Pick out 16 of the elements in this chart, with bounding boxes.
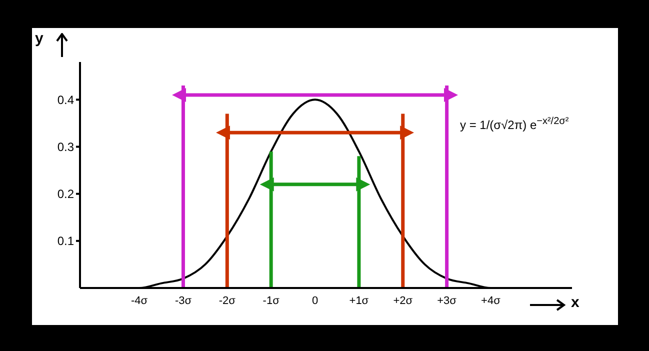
x-tick-label: +2σ [393,294,413,307]
annotation: y = 1/(σ√2π) e$^{−x²/2σ²}$ [460,116,569,132]
x-tick-label: -2σ [218,294,236,307]
y-tick-label: 0.3 [57,140,74,154]
y-tick-label: 0.1 [57,234,74,248]
x-tick-label: -1σ [262,294,280,307]
x-tick-label: 0 [312,294,318,307]
x-axis-title: x [571,294,580,311]
y-axis-title: y [35,30,44,47]
x-tick-label: -4σ [131,294,148,307]
x-tick-label: +1σ [349,294,369,307]
x-tick-label: +4σ [481,294,501,307]
x-tick-label: +3σ [437,294,457,307]
y-tick-label: 0.2 [57,187,74,202]
x-tick-label: -3σ [174,294,192,307]
y-tick-label: 0.4 [57,92,74,107]
